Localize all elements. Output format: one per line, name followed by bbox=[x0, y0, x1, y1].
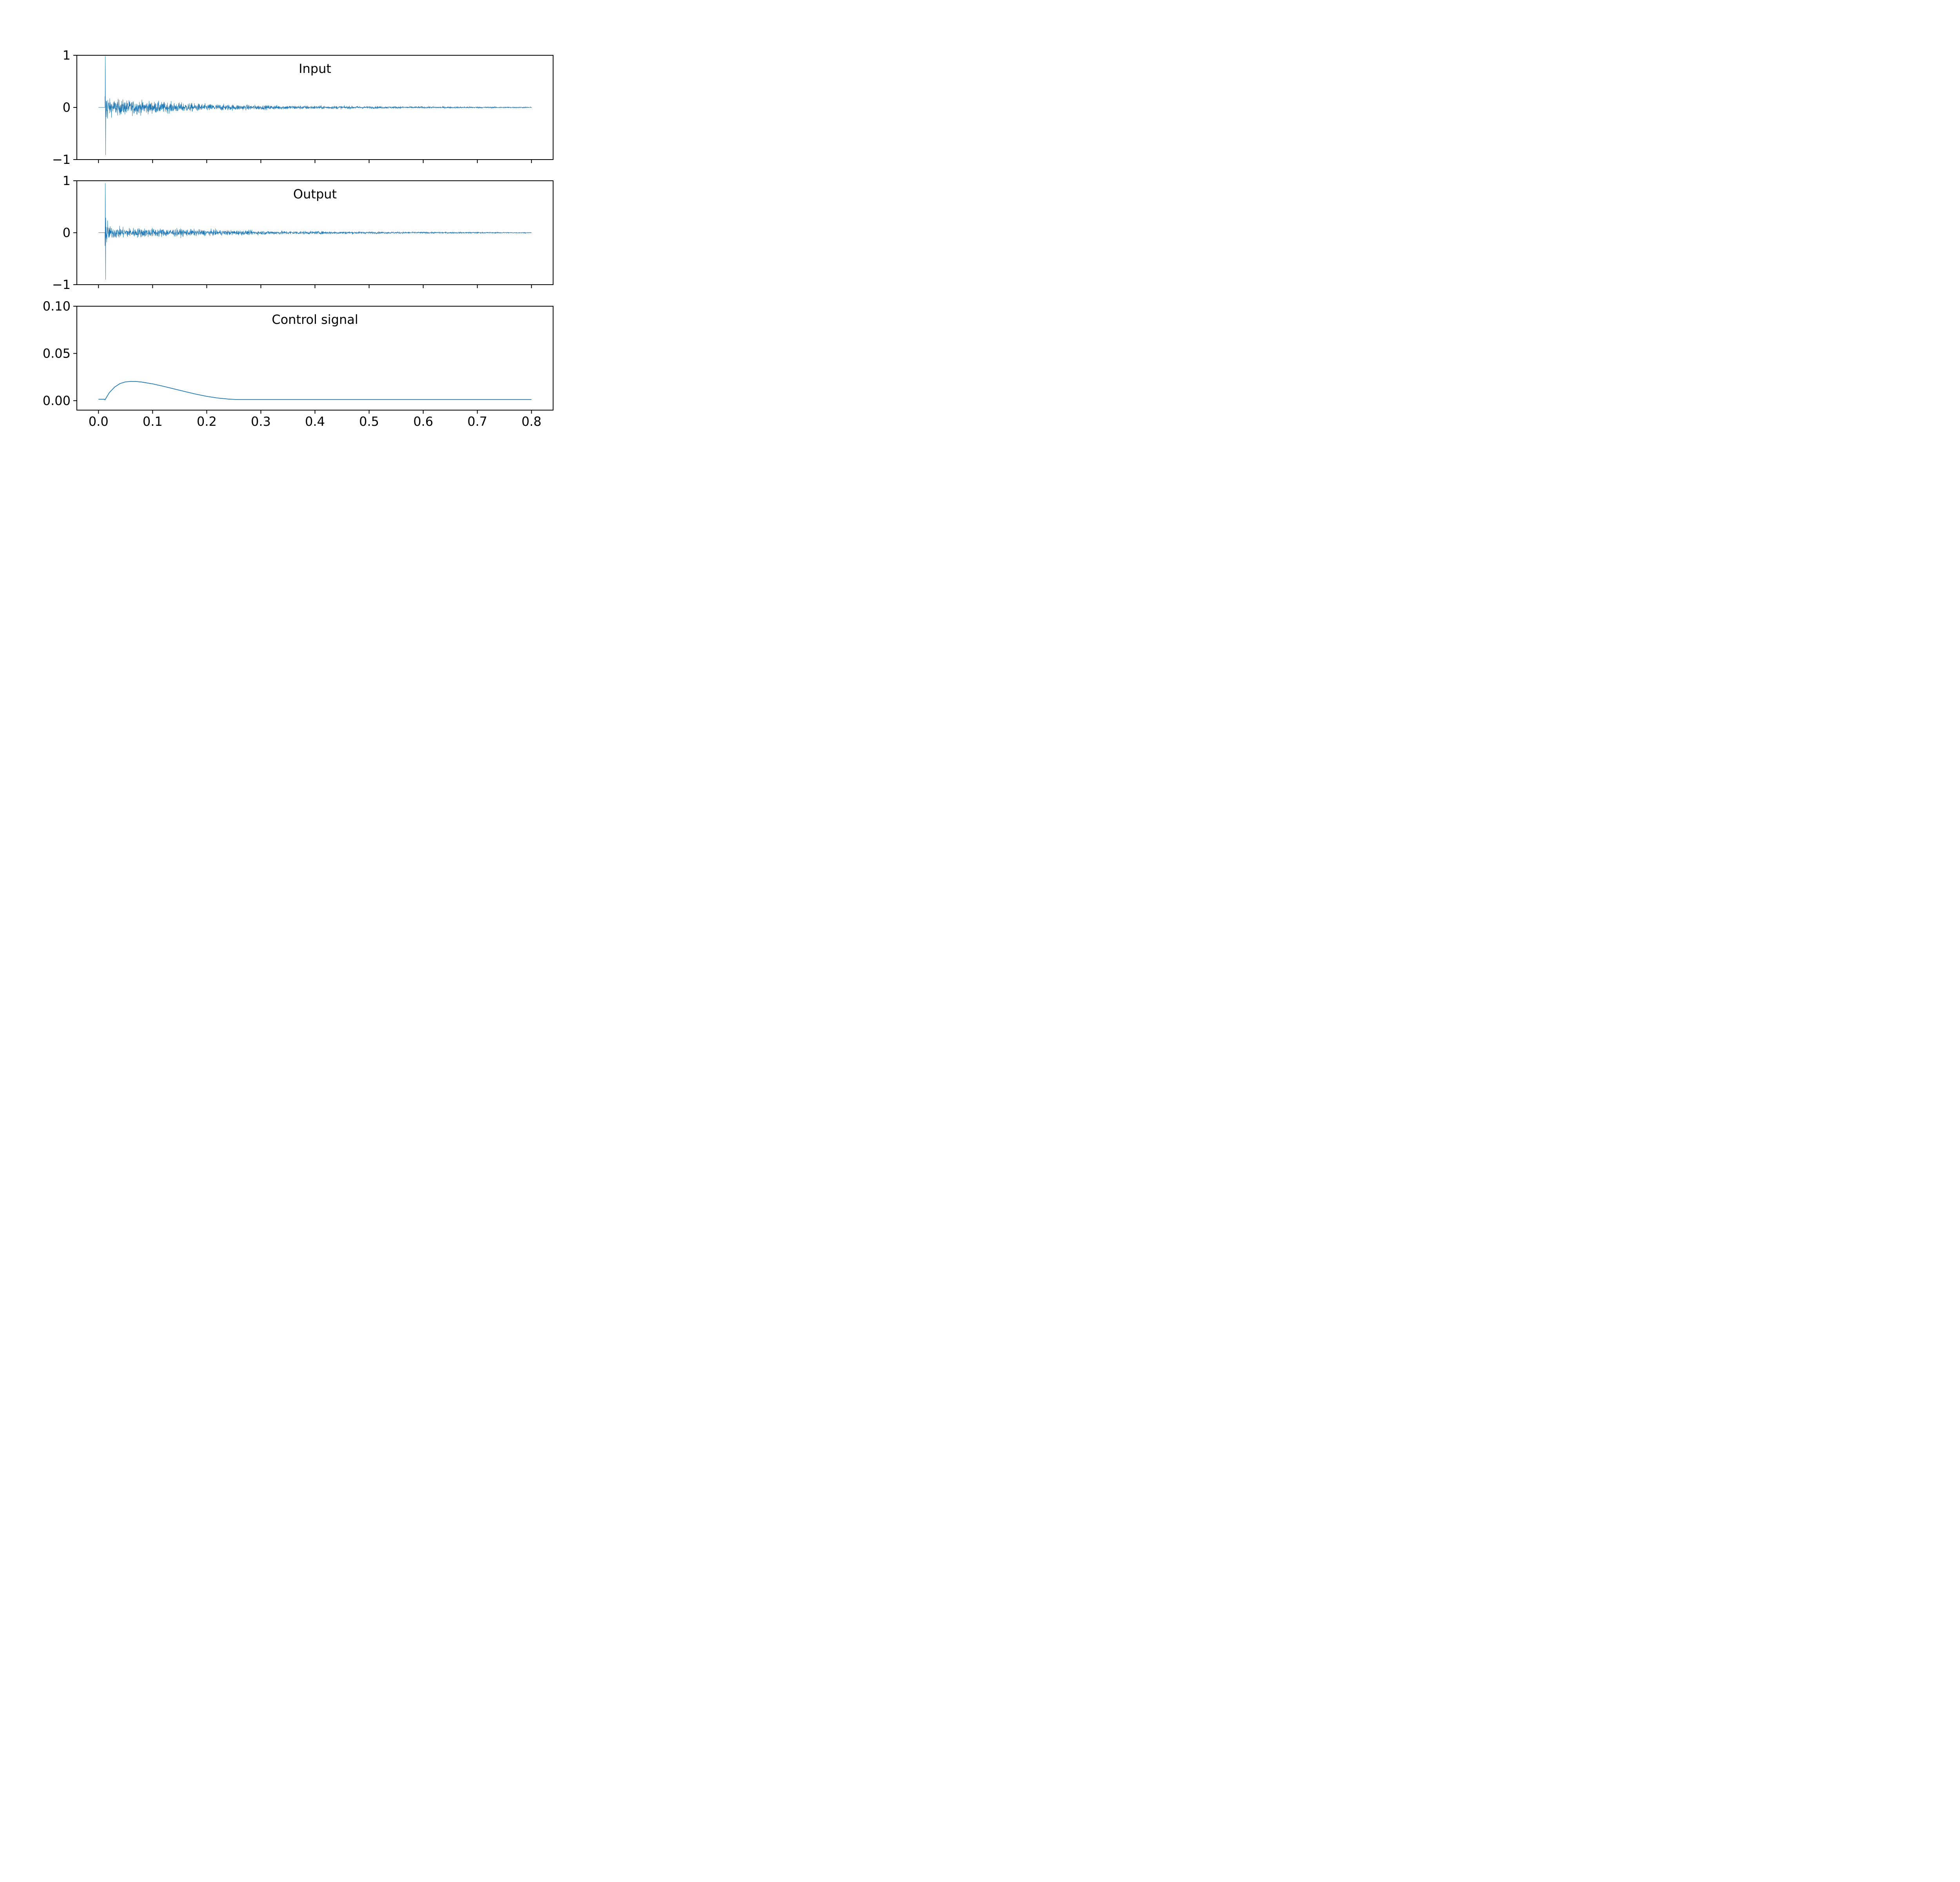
control-signal-x-tick-label-0-1: 0.1 bbox=[143, 414, 163, 429]
control-signal-x-tick-label-0-0: 0.0 bbox=[89, 414, 109, 429]
control-signal-x-tick-label-0-2: 0.2 bbox=[197, 414, 217, 429]
figure: 10−1 Input 10−1 Output 0.0 0.1 0.2 0.3 0.4 0.… bbox=[0, 0, 607, 455]
control-signal-x-tick-label-0-6: 0.6 bbox=[413, 414, 433, 429]
output-title: Output bbox=[293, 187, 337, 202]
control-signal-x-tick-label-0-4: 0.4 bbox=[305, 414, 325, 429]
control-signal-panel: 0.0 0.1 0.2 0.3 0.4 0.5 0.6 0.7 0.8 0.10 0.05 0.00… bbox=[43, 299, 554, 429]
control-signal-title: Control signal bbox=[272, 312, 358, 327]
output-y-tick-label-1: −1 bbox=[52, 277, 71, 292]
output-y-tick-label-0: 0 bbox=[63, 225, 71, 240]
output-waveform bbox=[98, 183, 532, 280]
control-signal-y-tick-label-0-10: 0.10 bbox=[43, 299, 71, 314]
control-signal-y-tick-label-0-05: 0.05 bbox=[43, 346, 71, 361]
control-signal-y-tick-label-0-00: 0.00 bbox=[43, 393, 71, 408]
output-x-ticks bbox=[98, 285, 532, 288]
input-panel: 1 0 −1 Input bbox=[52, 48, 554, 167]
input-waveform bbox=[98, 56, 532, 155]
input-y-ticks: 1 0 −1 bbox=[52, 48, 77, 167]
figure-background bbox=[0, 0, 607, 455]
input-title: Input bbox=[299, 61, 331, 76]
control-signal-line bbox=[98, 381, 532, 400]
control-signal-x-ticks: 0.0 0.1 0.2 0.3 0.4 0.5 0.6 0.7 0.8 bbox=[89, 410, 541, 429]
input-y-tick-label-1: 1 bbox=[63, 48, 71, 63]
control-signal-x-tick-label-0-8: 0.8 bbox=[521, 414, 541, 429]
output-y-tick-label-1: 1 bbox=[63, 173, 71, 188]
input-y-tick-label-1: −1 bbox=[52, 152, 71, 167]
control-signal-x-tick-label-0-7: 0.7 bbox=[467, 414, 487, 429]
output-y-ticks: 1 0 −1 bbox=[52, 173, 77, 292]
control-signal-y-ticks: 0.10 0.05 0.00 bbox=[43, 299, 77, 408]
input-x-ticks bbox=[98, 160, 532, 163]
input-y-tick-label-0: 0 bbox=[63, 100, 71, 115]
control-signal-x-tick-label-0-5: 0.5 bbox=[359, 414, 379, 429]
output-panel: 1 0 −1 Output bbox=[52, 173, 554, 292]
control-signal-x-tick-label-0-3: 0.3 bbox=[251, 414, 271, 429]
